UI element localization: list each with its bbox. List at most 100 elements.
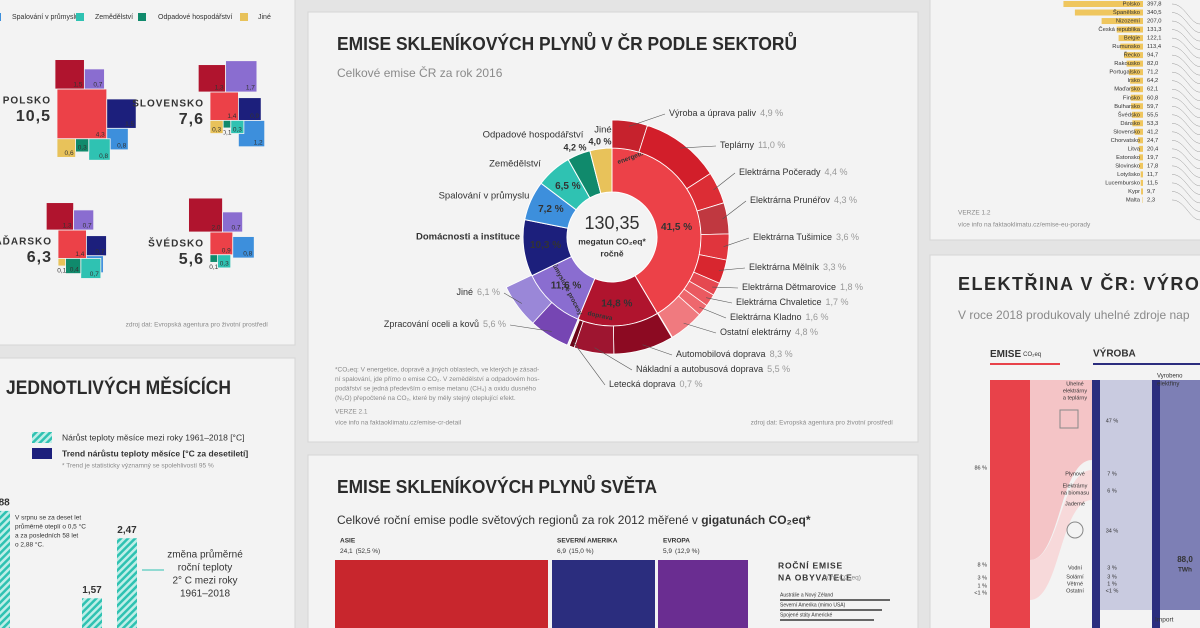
bar-name: Kypr	[1128, 189, 1140, 195]
country: MAĎARSKO	[0, 235, 52, 248]
sector-name: Jiné	[594, 125, 611, 136]
card	[0, 357, 296, 628]
source-name: Ostatní	[1066, 588, 1084, 594]
legend-swatch	[0, 13, 1, 21]
bar-label: 122,1	[1147, 36, 1162, 42]
link	[1171, 114, 1200, 136]
region-name: ASIE	[340, 538, 356, 545]
sub-sector-label: Elektrárna Dětmarovice 1,8 %	[742, 282, 863, 292]
bar	[82, 598, 102, 628]
sub-sector-label-part: Teplárny	[720, 140, 755, 150]
produced: elektřiny	[1157, 382, 1179, 388]
square-label: 0,6	[65, 150, 74, 157]
source-name: na biomasu	[1061, 490, 1089, 496]
square-label: 1,4	[227, 113, 236, 120]
square-label: 0,4	[70, 266, 79, 273]
leader	[706, 297, 733, 304]
bar	[1140, 179, 1143, 186]
column-head: VÝROBA	[1093, 347, 1136, 360]
bar	[1139, 154, 1143, 161]
bar-label: 82,0	[1147, 61, 1158, 67]
square-label: 0,3	[212, 126, 221, 133]
source-name: elektrárny	[1063, 388, 1087, 394]
link	[1171, 191, 1200, 212]
emission-label: <1 %	[974, 590, 987, 596]
bar	[1074, 9, 1143, 16]
sub-sector-label-part: 4,3 %	[834, 195, 857, 205]
square-label: 1,4	[75, 251, 84, 258]
bar-label: 53,3	[1147, 121, 1158, 127]
annotation: 1961–2018	[180, 589, 230, 600]
bar-label: 94,7	[1147, 53, 1158, 59]
source-name: Vodní	[1068, 565, 1083, 571]
sub-sector-label-part: 5,5 %	[767, 364, 790, 374]
bar-name: Belgie	[1124, 36, 1140, 42]
per-capita-row: Austrálie a Nový Zéland	[780, 592, 833, 598]
sub-sector-label-part: Výroba a úprava paliv	[669, 108, 757, 118]
sankey-decor	[990, 380, 1200, 628]
chart-title: ELEKTŘINA V ČR: VÝROBA, S	[958, 273, 1200, 294]
annotation: 2° C mezi roky	[172, 576, 237, 587]
sub-sector-label-part: Letecká doprava	[609, 379, 676, 389]
bar-label: 2,47	[117, 525, 137, 536]
bar-name: Španělsko	[1113, 9, 1140, 16]
total-unit: megatun CO₂eq*	[578, 236, 646, 246]
sub-sector-label-part: 4,8 %	[795, 327, 818, 337]
link	[1171, 105, 1200, 127]
sub-sector-label-part: Elektrárna Kladno	[730, 312, 802, 322]
bar	[1116, 26, 1143, 33]
bar-name: Nizozemí	[1116, 19, 1141, 25]
square	[222, 211, 244, 233]
legend-swatch	[32, 432, 52, 443]
sub-sector-label-part: 6,1 %	[477, 287, 500, 297]
link	[1171, 88, 1200, 110]
bar	[1063, 1, 1143, 7]
sub-sector-label-part: Zpracování oceli a kovů	[384, 319, 479, 329]
square-label: 0,8	[117, 143, 126, 150]
bar-label: 340,5	[1147, 10, 1162, 16]
bar-label: 59,7	[1147, 104, 1158, 110]
bar-label: 9,7	[1147, 189, 1155, 195]
source-share: 3 %	[1107, 565, 1117, 571]
bar-label: 41,2	[1147, 129, 1158, 135]
bar	[1118, 35, 1143, 42]
region-value-part: (12,9 %)	[675, 548, 700, 555]
center	[568, 193, 656, 281]
source-share: 34 %	[1106, 528, 1119, 534]
produced: Vyrobeno	[1157, 374, 1183, 380]
square	[209, 91, 239, 121]
link	[1171, 80, 1200, 101]
chart-title: JEDNOTLIVÝCH MĚSÍCÍCH	[6, 377, 231, 399]
link	[1171, 140, 1200, 161]
bar-label: 17,8	[1147, 163, 1158, 169]
square-label: 0,8	[99, 153, 108, 160]
sub-sector-label: Ostatní elektrárny 4,8 %	[720, 327, 818, 337]
per-capita-title: ROČNÍ EMISE	[778, 559, 843, 570]
region-value: 6,9 (15,0 %)	[557, 548, 594, 555]
legend-swatch	[240, 13, 248, 21]
legend-swatch	[138, 13, 146, 21]
annotation: roční teploty	[178, 563, 232, 574]
bar	[1140, 171, 1143, 178]
region-name: EVROPA	[663, 538, 690, 545]
leader	[712, 286, 739, 289]
square	[57, 257, 66, 267]
bar-name: Dánsko	[1120, 121, 1140, 127]
produced-value: 88,0	[1177, 555, 1193, 564]
region	[658, 560, 748, 628]
source-share: <1 %	[1106, 588, 1119, 594]
emission-label: 1 %	[978, 583, 988, 589]
chart-subtitle: V roce 2018 produkovaly uhelné zdroje na…	[958, 308, 1190, 322]
row-bar	[780, 619, 874, 621]
sector-name: Odpadové hospodářství	[483, 130, 584, 141]
square-label: 0,8	[243, 251, 252, 258]
bar	[1139, 162, 1143, 169]
sector-name: Spalování v průmyslu	[439, 191, 530, 202]
footnote: ní spalování, jde přímo o emise CO₂. V z…	[335, 376, 539, 383]
bar-name: Malta	[1126, 197, 1141, 203]
square	[222, 119, 232, 129]
leader	[503, 292, 523, 304]
square	[73, 209, 95, 231]
square	[209, 119, 224, 134]
link	[1171, 54, 1200, 76]
